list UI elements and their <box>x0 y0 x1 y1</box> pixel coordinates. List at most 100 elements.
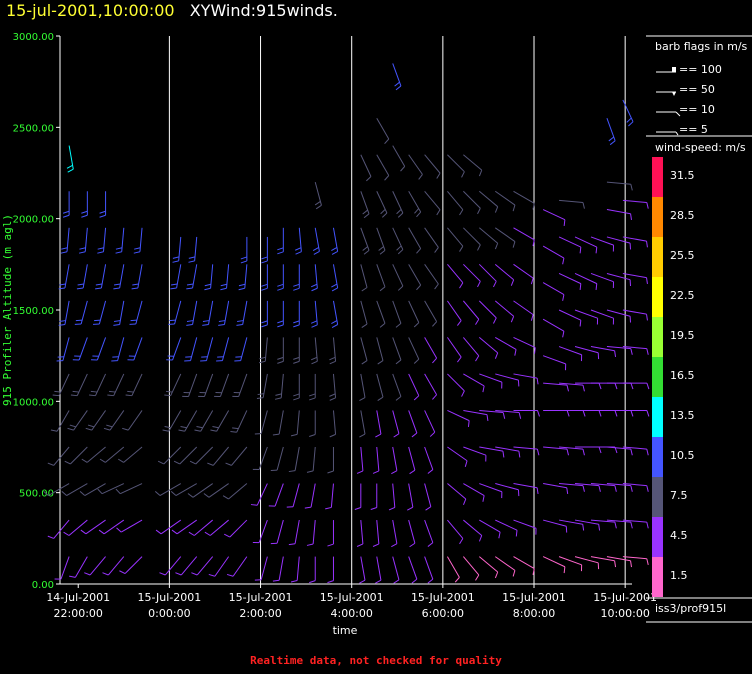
wind-barb-shaft <box>478 300 497 319</box>
wind-barb-flag <box>397 212 404 218</box>
wind-barb-flag <box>498 531 501 539</box>
wind-barb-shaft <box>408 227 422 249</box>
wind-barb-flag <box>432 357 437 364</box>
wind-barb-shaft <box>294 519 300 544</box>
wind-barb-flag <box>171 529 178 535</box>
wind-barb-flag <box>312 247 319 251</box>
wind-barb-flag <box>274 397 282 400</box>
wind-barb-shaft <box>408 519 416 544</box>
wind-barb-flag <box>98 529 105 535</box>
wind-barb-flag <box>277 320 284 324</box>
wind-barb-shaft <box>310 483 316 508</box>
wind-barb-shaft <box>276 519 284 544</box>
wind-barb-flag <box>530 277 534 285</box>
barb-legend-flag <box>672 92 676 96</box>
wind-barb-flag <box>609 140 616 146</box>
wind-barb-shaft <box>447 446 468 462</box>
wind-barb-shaft <box>94 373 107 396</box>
wind-barb-shaft <box>495 446 519 452</box>
colorbar-swatch <box>652 397 663 437</box>
wind-barb-flag <box>512 204 516 212</box>
wind-barb-flag <box>532 203 535 210</box>
wind-barb-flag <box>204 283 212 287</box>
wind-barb-flag <box>127 390 134 393</box>
wind-barb-flag <box>77 283 84 286</box>
wind-barb-flag <box>306 470 314 473</box>
wind-barb-flag <box>103 427 111 431</box>
wind-barb-flag <box>379 286 386 292</box>
wind-barb-shaft <box>196 556 214 576</box>
wind-barb-shaft <box>376 227 386 251</box>
wind-barb-shaft <box>424 300 438 322</box>
wind-barb-flag <box>614 485 617 492</box>
wind-barb-flag <box>78 251 86 254</box>
wind-barb-flag <box>170 287 177 290</box>
wind-barb-flag <box>157 460 165 465</box>
colorbar-swatch <box>652 237 663 277</box>
wind-barb-flag <box>295 247 302 251</box>
wind-barb-flag <box>563 566 566 574</box>
wind-barb-flag <box>69 575 76 578</box>
wind-barb-shaft <box>66 227 70 252</box>
wind-barb-flag <box>579 320 582 327</box>
wind-barb-shaft <box>479 446 504 452</box>
wind-barb-shaft <box>543 446 568 450</box>
wind-barb-shaft <box>408 300 420 323</box>
wind-barb-flag <box>562 257 565 265</box>
wind-barb-flag <box>614 350 617 358</box>
wind-barb-shaft <box>463 227 481 246</box>
wind-barb-flag <box>646 277 648 284</box>
wind-barb-flag <box>482 495 485 502</box>
wind-barb-shaft <box>559 483 584 487</box>
wind-barb-flag <box>310 283 318 288</box>
wind-barb-flag <box>102 572 109 576</box>
wind-barb-flag <box>395 359 402 365</box>
wind-barb-flag <box>107 394 114 397</box>
wind-barb-flag <box>178 429 185 432</box>
wind-barb-flag <box>311 287 318 292</box>
wind-barb-flag <box>290 433 298 437</box>
wind-barb-flag <box>411 432 418 438</box>
wind-barb-flag <box>313 250 320 255</box>
wind-barb-flag <box>429 431 436 437</box>
wind-barb-shaft <box>85 519 106 535</box>
wind-barb-shaft <box>219 373 230 397</box>
wind-barb-shaft <box>606 446 631 450</box>
wind-barb-shaft <box>192 300 198 325</box>
wind-barb-flag <box>598 446 602 454</box>
wind-barb-shaft <box>163 446 182 465</box>
wind-barb-flag <box>459 209 464 216</box>
wind-barb-flag <box>54 390 61 393</box>
wind-barb-flag <box>582 202 585 209</box>
wind-barb-shaft <box>408 410 418 434</box>
wind-barbs <box>43 63 650 584</box>
wind-barb-flag <box>630 348 633 355</box>
wind-barb-shaft <box>123 446 143 463</box>
wind-barb-shaft <box>606 236 631 244</box>
wind-barb-shaft <box>360 154 372 177</box>
wind-barb-flag <box>84 572 91 576</box>
wind-barb-flag <box>331 324 338 328</box>
wind-barb-shaft <box>478 227 499 244</box>
wind-barb-flag <box>457 320 462 326</box>
wind-barb-shaft <box>66 483 88 496</box>
wind-barb-flag <box>329 393 336 397</box>
wind-barb-flag <box>288 470 296 473</box>
wind-barb-shaft <box>292 483 300 507</box>
y-tick-label: 3000.00 <box>13 32 54 43</box>
x-tick-label-time: 6:00:00 <box>422 607 464 620</box>
wind-barb-flag <box>409 469 416 475</box>
x-tick-label-date: 15-Jul-2001 <box>411 591 475 604</box>
wind-barb-shaft <box>463 263 481 282</box>
wind-barb-shaft <box>164 556 182 576</box>
wind-barb-shaft <box>376 117 390 140</box>
colorbar-swatch <box>652 277 663 317</box>
colorbar-label: 10.5 <box>670 449 695 462</box>
wind-barb-flag <box>356 470 364 474</box>
wind-barb-flag <box>375 433 382 438</box>
wind-barb-flag <box>66 164 73 169</box>
wind-barb-flag <box>494 243 499 250</box>
wind-barb-shaft <box>296 556 300 581</box>
wind-barb-flag <box>95 287 102 290</box>
wind-barb-flag <box>646 558 649 565</box>
